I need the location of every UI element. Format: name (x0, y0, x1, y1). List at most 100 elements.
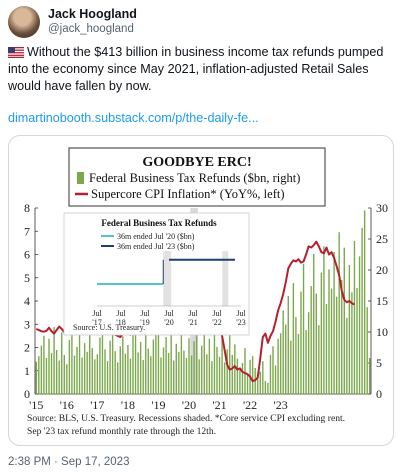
article-link[interactable]: dimartinobooth.substack.com/p/the-daily-… (8, 111, 259, 125)
refund-bar (91, 348, 93, 394)
refund-bar (66, 364, 68, 394)
x-tick-label: '22 (243, 398, 257, 412)
refund-bar (264, 380, 267, 394)
refund-bar (234, 344, 236, 394)
refund-bar (94, 359, 96, 394)
refund-bar (366, 307, 368, 394)
chart-image[interactable]: 0 1 2 3 4 5 6 7 8 0 5 10 15 20 25 30 '15 '16 '17 '18 '19 '20 '… (8, 135, 394, 446)
refund-bar (96, 354, 99, 394)
refund-bar (119, 346, 121, 394)
inset-x-tick-month: Jul (164, 309, 174, 318)
x-tick-label: '15 (29, 398, 43, 412)
refund-bar (81, 357, 83, 394)
refund-bar (203, 315, 205, 394)
inset-x-tick-month: Jul (188, 309, 198, 318)
refund-bar (262, 361, 264, 394)
refund-bar (353, 240, 356, 394)
refund-bar (132, 331, 134, 394)
refund-bar (101, 317, 104, 394)
author-names: Jack Hoogland @jack_hoogland (48, 7, 137, 37)
refund-bar (178, 351, 180, 394)
refund-bar (155, 328, 157, 394)
refund-bar (269, 354, 272, 394)
x-tick-label: '20 (182, 398, 196, 412)
x-tick-label: '17 (90, 398, 104, 412)
refund-bar (272, 346, 274, 394)
right-tick-label: 30 (376, 201, 388, 215)
handle[interactable]: @jack_hoogland (48, 23, 134, 35)
refund-bar (86, 351, 88, 394)
refund-bar (287, 296, 289, 394)
right-tick-label: 5 (376, 356, 382, 370)
inset-recession-shade (163, 251, 172, 306)
legend-bar-label: Federal Business Tax Refunds ($bn, right… (89, 171, 300, 185)
left-tick-label: 8 (24, 201, 30, 215)
refund-bar (239, 369, 241, 394)
refund-bar (162, 347, 165, 394)
left-tick-label: 7 (24, 224, 30, 238)
refund-bar (361, 227, 363, 394)
refund-bar (58, 360, 60, 394)
inset-x-tick-month: Jul (212, 309, 222, 318)
inset-x-tick-year: '23 (236, 318, 245, 327)
refund-bar (198, 359, 200, 394)
refund-bar (99, 337, 101, 394)
refund-bar (333, 252, 335, 394)
refund-bar (71, 324, 73, 394)
refund-bar (50, 353, 53, 394)
right-tick-label: 0 (376, 387, 382, 401)
refund-bar (68, 340, 71, 394)
refund-bar (226, 349, 228, 394)
x-tick-label: '23 (274, 398, 288, 412)
refund-bar (175, 343, 177, 394)
refund-bar (335, 296, 338, 394)
refund-bar (43, 335, 45, 394)
refund-bar (330, 288, 333, 394)
avatar[interactable] (8, 6, 40, 38)
refund-bar (193, 341, 195, 394)
refund-bar (218, 356, 221, 394)
refund-bar (323, 246, 325, 394)
inset-x-tick-month: Jul (116, 309, 126, 318)
display-name[interactable]: Jack Hoogland (48, 7, 137, 21)
refund-bar (170, 326, 172, 394)
x-tick-label: '19 (151, 398, 165, 412)
refund-bar (231, 354, 233, 394)
refund-bar (223, 362, 226, 394)
refund-bar (35, 361, 37, 394)
chart-title: GOODBYE ERC! (142, 155, 251, 170)
refund-bar (213, 330, 216, 394)
inset-x-tick-year: '20 (164, 318, 173, 327)
refund-bar (259, 371, 261, 394)
refund-bar (134, 322, 137, 394)
refund-bar (211, 361, 213, 394)
refund-bar (279, 333, 282, 394)
refund-bar (89, 330, 91, 394)
inset-x-tick-year: '17 (92, 318, 101, 327)
refund-bar (310, 286, 312, 394)
refund-bar (282, 310, 284, 394)
refund-bar (173, 360, 175, 394)
refund-bar (188, 338, 190, 394)
right-tick-label: 20 (376, 263, 388, 277)
refund-bar (244, 348, 246, 394)
refund-bar (165, 336, 167, 394)
left-tick-label: 2 (24, 341, 30, 355)
refund-bar (297, 333, 300, 394)
chart-source-line1: Source: BLS, U.S. Treasury. Recessions s… (27, 413, 345, 424)
left-tick-label: 6 (24, 248, 30, 262)
refund-bar (147, 348, 149, 394)
refund-bar (83, 343, 86, 394)
refund-bar (190, 355, 193, 394)
refund-bar (251, 356, 254, 394)
inset-x-tick-year: '22 (212, 318, 221, 327)
tweet-body: Without the $413 billion in business inc… (8, 45, 384, 93)
timestamp[interactable]: 2:38 PM · Sep 17, 2023 (8, 456, 130, 468)
refund-bar (341, 279, 343, 394)
refund-bar (356, 287, 358, 394)
refund-bar (208, 338, 211, 394)
refund-bar (167, 353, 170, 394)
refund-bar (76, 346, 78, 394)
legend-bar-swatch (77, 172, 84, 184)
tweet-text: Without the $413 billion in business inc… (8, 44, 394, 95)
